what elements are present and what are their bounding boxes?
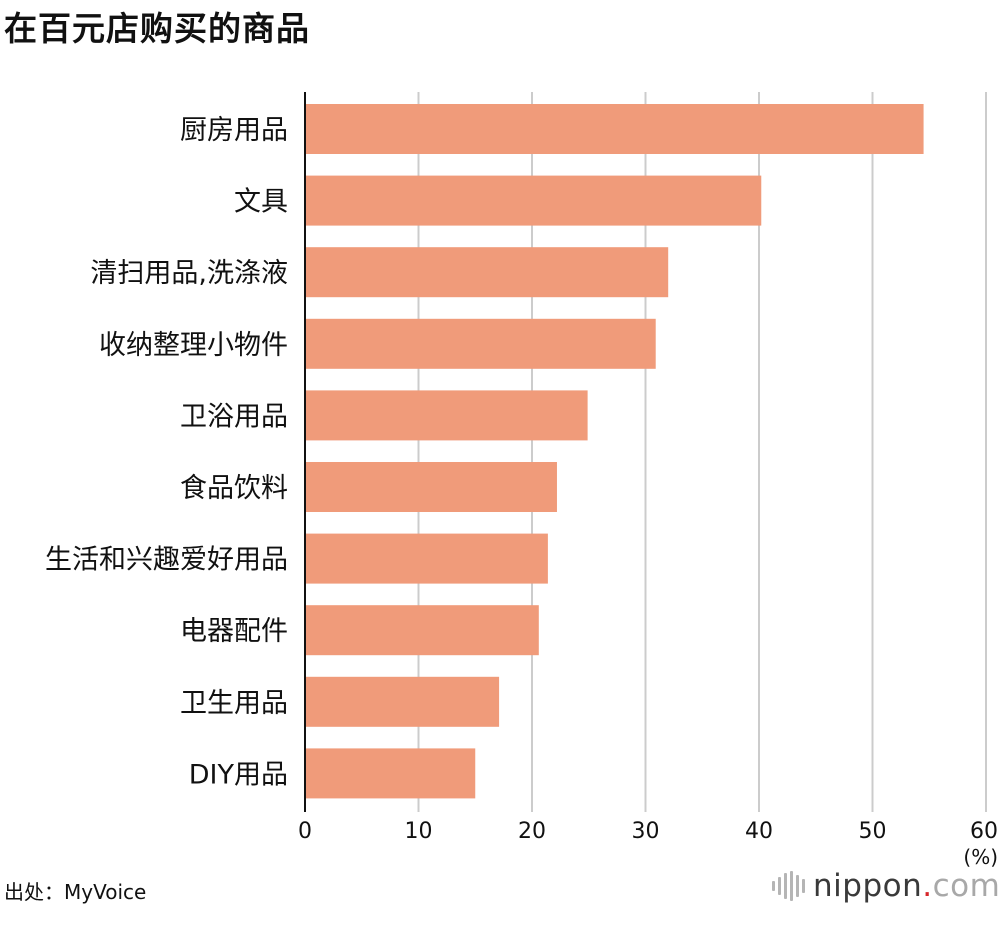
category-label: 食品饮料 — [180, 473, 288, 504]
source-note: 出处：MyVoice — [4, 880, 147, 904]
bar — [305, 390, 588, 441]
bar — [305, 533, 548, 584]
logo-tld: com — [932, 868, 1000, 904]
category-labels: 厨房用品文具清扫用品,洗涤液收纳整理小物件卫浴用品食品饮料生活和兴趣爱好用品电器… — [45, 115, 288, 790]
x-tick-label: 0 — [298, 819, 312, 844]
logo-name: nippon — [813, 868, 923, 904]
bar — [305, 605, 539, 656]
x-axis-unit: (%) — [963, 845, 998, 869]
x-axis-ticks: 0 10 20 30 40 50 60 — [298, 819, 998, 844]
x-tick-label: 30 — [632, 819, 660, 844]
category-label: 电器配件 — [180, 616, 288, 647]
category-label: DIY用品 — [189, 759, 288, 790]
x-tick-label: 50 — [859, 819, 887, 844]
x-tick-label: 60 — [970, 819, 998, 844]
category-label: 卫生用品 — [180, 688, 288, 719]
bar — [305, 462, 557, 512]
x-tick-label: 40 — [745, 819, 773, 844]
logo-dot: . — [922, 868, 933, 904]
bar — [305, 247, 669, 298]
chart-title: 在百元店购买的商品 — [4, 9, 310, 48]
bar — [305, 748, 476, 799]
category-label: 卫浴用品 — [180, 401, 288, 432]
category-label: 生活和兴趣爱好用品 — [45, 545, 288, 576]
x-tick-label: 10 — [405, 819, 433, 844]
category-label: 厨房用品 — [180, 115, 288, 146]
bar — [305, 175, 762, 226]
bar-chart: 厨房用品文具清扫用品,洗涤液收纳整理小物件卫浴用品食品饮料生活和兴趣爱好用品电器… — [45, 92, 998, 869]
bar — [305, 676, 500, 727]
logo-wordmark: nippon.com — [813, 868, 1000, 904]
nippon-soundwave-icon — [772, 871, 805, 901]
bar — [305, 318, 656, 369]
bar — [305, 104, 924, 154]
category-label: 收纳整理小物件 — [99, 330, 288, 361]
bars — [305, 104, 924, 799]
nippon-logo: nippon.com — [772, 864, 1000, 908]
category-label: 文具 — [234, 187, 288, 218]
x-tick-label: 20 — [518, 819, 546, 844]
category-label: 清扫用品,洗涤液 — [90, 258, 288, 289]
